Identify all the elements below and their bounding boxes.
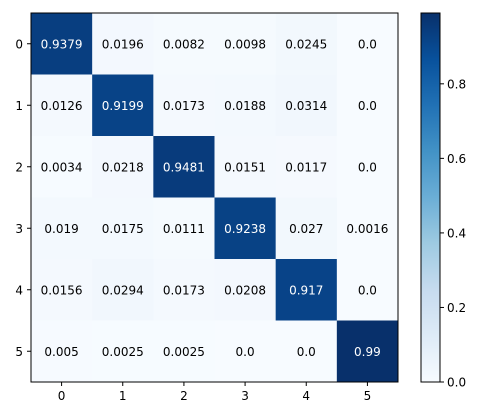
- cell-value-label: 0.0117: [285, 160, 327, 174]
- cell-value-label: 0.027: [289, 222, 323, 236]
- x-tick-label: 3: [241, 389, 249, 403]
- heatmap-cell: [92, 259, 154, 321]
- heatmap-cell: [214, 74, 277, 137]
- cell-value-label: 0.0173: [163, 283, 205, 297]
- cell-value-label: 0.0126: [41, 99, 83, 113]
- x-tick-label: 5: [364, 389, 372, 403]
- heatmap-cell: [275, 259, 338, 321]
- heatmap-cell: [153, 259, 215, 321]
- colorbar-tick-label: 0.6: [447, 152, 466, 166]
- heatmap-cell: [153, 74, 215, 137]
- cell-value-label: 0.917: [289, 283, 323, 297]
- cell-value-label: 0.0188: [224, 99, 266, 113]
- heatmap-cell: [153, 136, 215, 198]
- cell-value-label: 0.0098: [224, 37, 266, 51]
- colorbar-tick-label: 0.4: [447, 226, 466, 240]
- heatmap-cell: [275, 320, 338, 383]
- colorbar: 0.0 0.2 0.4 0.6 0.8: [420, 12, 466, 390]
- heatmap-cell-labels: 0.9379 0.0196 0.0082 0.0098 0.0245 0.0 0.0126 0…: [41, 37, 389, 359]
- heatmap-cell: [92, 136, 154, 198]
- heatmap-cell: [214, 259, 277, 321]
- heatmap-cell: [31, 197, 93, 260]
- cell-value-label: 0.0156: [41, 283, 83, 297]
- cell-value-label: 0.0: [358, 160, 377, 174]
- cell-value-label: 0.0082: [163, 37, 205, 51]
- heatmap-cell: [31, 259, 93, 321]
- cell-value-label: 0.9379: [41, 37, 83, 51]
- cell-value-label: 0.0245: [285, 37, 327, 51]
- cell-value-label: 0.0151: [224, 160, 266, 174]
- colorbar-axis: 0.0 0.2 0.4 0.6 0.8: [440, 77, 466, 390]
- colorbar-tick-label: 0.0: [447, 376, 466, 390]
- cell-value-label: 0.0314: [285, 99, 327, 113]
- y-tick-label: 2: [15, 160, 23, 174]
- x-tick-label: 1: [119, 389, 127, 403]
- heatmap-cell: [92, 197, 154, 260]
- heatmap-cell: [275, 74, 338, 137]
- heatmap-cell: [336, 136, 399, 198]
- heatmap-cell: [153, 197, 215, 260]
- cell-value-label: 0.0: [236, 345, 255, 359]
- cell-value-label: 0.005: [44, 345, 78, 359]
- x-tick-label: 0: [58, 389, 66, 403]
- heatmap-cell: [214, 197, 277, 260]
- cell-value-label: 0.0294: [102, 283, 144, 297]
- cell-value-label: 0.9199: [102, 99, 144, 113]
- heatmap-cell: [92, 13, 154, 75]
- cell-value-label: 0.0196: [102, 37, 144, 51]
- x-tick-label: 2: [180, 389, 188, 403]
- heatmap-cell: [336, 74, 399, 137]
- y-tick-label: 0: [15, 37, 23, 51]
- heatmap-cell: [214, 320, 277, 383]
- heatmap-cell: [31, 74, 93, 137]
- heatmap-cell: [336, 13, 399, 75]
- heatmap-cells: [31, 13, 399, 383]
- cell-value-label: 0.0016: [346, 222, 388, 236]
- colorbar-gradient: [420, 12, 441, 383]
- cell-value-label: 0.0173: [163, 99, 205, 113]
- cell-value-label: 0.019: [44, 222, 78, 236]
- plot-frame: [30, 12, 399, 383]
- heatmap-cell: [336, 197, 399, 260]
- cell-value-label: 0.0175: [102, 222, 144, 236]
- cell-value-label: 0.9481: [163, 160, 205, 174]
- cell-value-label: 0.0218: [102, 160, 144, 174]
- cell-value-label: 0.0: [358, 37, 377, 51]
- heatmap-cell: [92, 74, 154, 137]
- colorbar-tick-label: 0.8: [447, 77, 466, 91]
- heatmap-cell: [92, 320, 154, 383]
- colorbar-tick-label: 0.2: [447, 301, 466, 315]
- y-tick-label: 3: [15, 222, 23, 236]
- heatmap-cell: [275, 13, 338, 75]
- heatmap-cell: [153, 320, 215, 383]
- x-axis: 0 1 2 3 4 5: [58, 382, 371, 403]
- cell-value-label: 0.99: [354, 345, 381, 359]
- heatmap-cell: [31, 320, 93, 383]
- cell-value-label: 0.0034: [41, 160, 83, 174]
- cell-value-label: 0.0025: [102, 345, 144, 359]
- heatmap-cell: [31, 13, 93, 75]
- cell-value-label: 0.0: [358, 283, 377, 297]
- heatmap-cell: [275, 197, 338, 260]
- cell-value-label: 0.9238: [224, 222, 266, 236]
- heatmap-cell: [153, 13, 215, 75]
- heatmap-cell: [214, 136, 277, 198]
- heatmap-cell: [336, 320, 399, 383]
- x-tick-label: 4: [302, 389, 310, 403]
- y-tick-label: 5: [15, 345, 23, 359]
- cell-value-label: 0.0: [358, 99, 377, 113]
- y-tick-label: 4: [15, 283, 23, 297]
- heatmap-cell: [336, 259, 399, 321]
- heatmap-cell: [275, 136, 338, 198]
- cell-value-label: 0.0: [297, 345, 316, 359]
- cell-value-label: 0.0208: [224, 283, 266, 297]
- cell-value-label: 0.0025: [163, 345, 205, 359]
- heatmap-cell: [214, 13, 277, 75]
- y-tick-label: 1: [15, 99, 23, 113]
- y-axis: 0 1 2 3 4 5: [15, 37, 31, 359]
- heatmap-cell: [31, 136, 93, 198]
- cell-value-label: 0.0111: [163, 222, 205, 236]
